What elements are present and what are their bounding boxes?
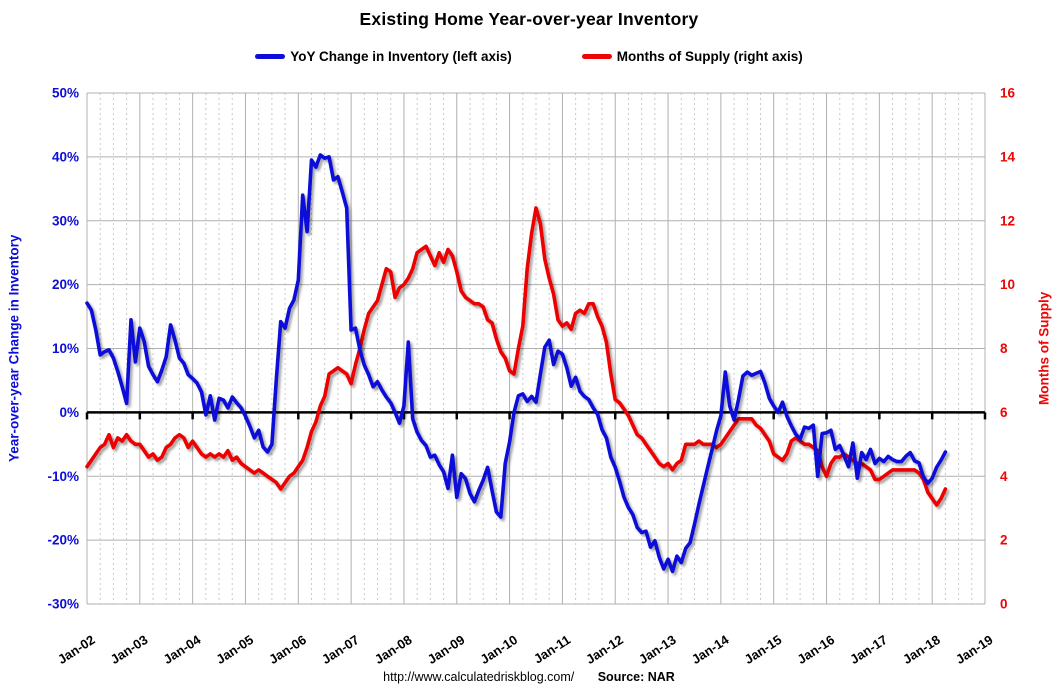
svg-text:-20%: -20% (47, 533, 79, 548)
svg-text:Jan-17: Jan-17 (847, 632, 890, 667)
svg-text:4: 4 (1000, 469, 1008, 484)
legend: YoY Change in Inventory (left axis) Mont… (0, 49, 1058, 64)
svg-text:12: 12 (1000, 213, 1015, 228)
footer-source: Source: NAR (597, 670, 675, 684)
svg-text:6: 6 (1000, 405, 1008, 420)
svg-text:-10%: -10% (47, 469, 79, 484)
svg-text:10%: 10% (52, 341, 79, 356)
svg-text:Jan-06: Jan-06 (266, 632, 309, 667)
svg-text:40%: 40% (52, 149, 79, 164)
svg-text:8: 8 (1000, 341, 1008, 356)
legend-item-months: Months of Supply (right axis) (581, 49, 803, 64)
footer-url: http://www.calculatedriskblog.com/ (383, 670, 575, 684)
svg-text:20%: 20% (52, 277, 79, 292)
svg-text:Jan-12: Jan-12 (583, 632, 626, 667)
svg-text:10: 10 (1000, 277, 1015, 292)
chart-title: Existing Home Year-over-year Inventory (359, 9, 699, 29)
legend-item-yoy: YoY Change in Inventory (left axis) (255, 49, 512, 64)
svg-text:Jan-02: Jan-02 (55, 632, 98, 667)
legend-label-yoy: YoY Change in Inventory (left axis) (290, 49, 512, 64)
svg-text:Jan-18: Jan-18 (900, 632, 943, 667)
svg-text:Jan-15: Jan-15 (742, 632, 785, 667)
svg-text:-30%: -30% (47, 597, 79, 612)
svg-text:2: 2 (1000, 533, 1008, 548)
legend-swatch-months (581, 54, 612, 59)
svg-text:50%: 50% (52, 86, 79, 101)
svg-text:Jan-09: Jan-09 (425, 632, 468, 667)
legend-label-months: Months of Supply (right axis) (616, 49, 803, 64)
svg-text:Jan-03: Jan-03 (108, 632, 151, 667)
svg-text:Jan-10: Jan-10 (477, 632, 520, 667)
svg-text:0: 0 (1000, 597, 1008, 612)
svg-text:Jan-14: Jan-14 (689, 632, 732, 667)
svg-text:Jan-05: Jan-05 (213, 632, 256, 667)
svg-text:14: 14 (1000, 149, 1016, 164)
svg-text:Jan-13: Jan-13 (636, 632, 679, 667)
footer: http://www.calculatedriskblog.com/ Sourc… (0, 670, 1058, 684)
svg-text:Jan-04: Jan-04 (161, 632, 204, 667)
svg-text:16: 16 (1000, 86, 1016, 101)
svg-text:Jan-19: Jan-19 (953, 632, 996, 667)
svg-text:Jan-16: Jan-16 (794, 632, 837, 667)
svg-text:0%: 0% (59, 405, 79, 420)
svg-text:Jan-11: Jan-11 (531, 632, 573, 667)
legend-swatch-yoy (255, 54, 286, 59)
svg-text:Jan-08: Jan-08 (372, 632, 415, 667)
svg-text:Jan-07: Jan-07 (319, 632, 362, 667)
svg-text:30%: 30% (52, 213, 79, 228)
